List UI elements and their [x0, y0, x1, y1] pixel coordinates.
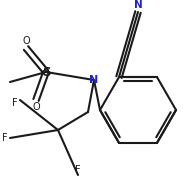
- Text: N: N: [134, 0, 142, 10]
- Text: O: O: [22, 36, 30, 46]
- Text: F: F: [2, 133, 8, 143]
- Text: F: F: [75, 165, 81, 175]
- Text: N: N: [89, 75, 99, 85]
- Text: F: F: [12, 98, 18, 108]
- Text: S: S: [42, 65, 50, 78]
- Text: O: O: [32, 102, 40, 112]
